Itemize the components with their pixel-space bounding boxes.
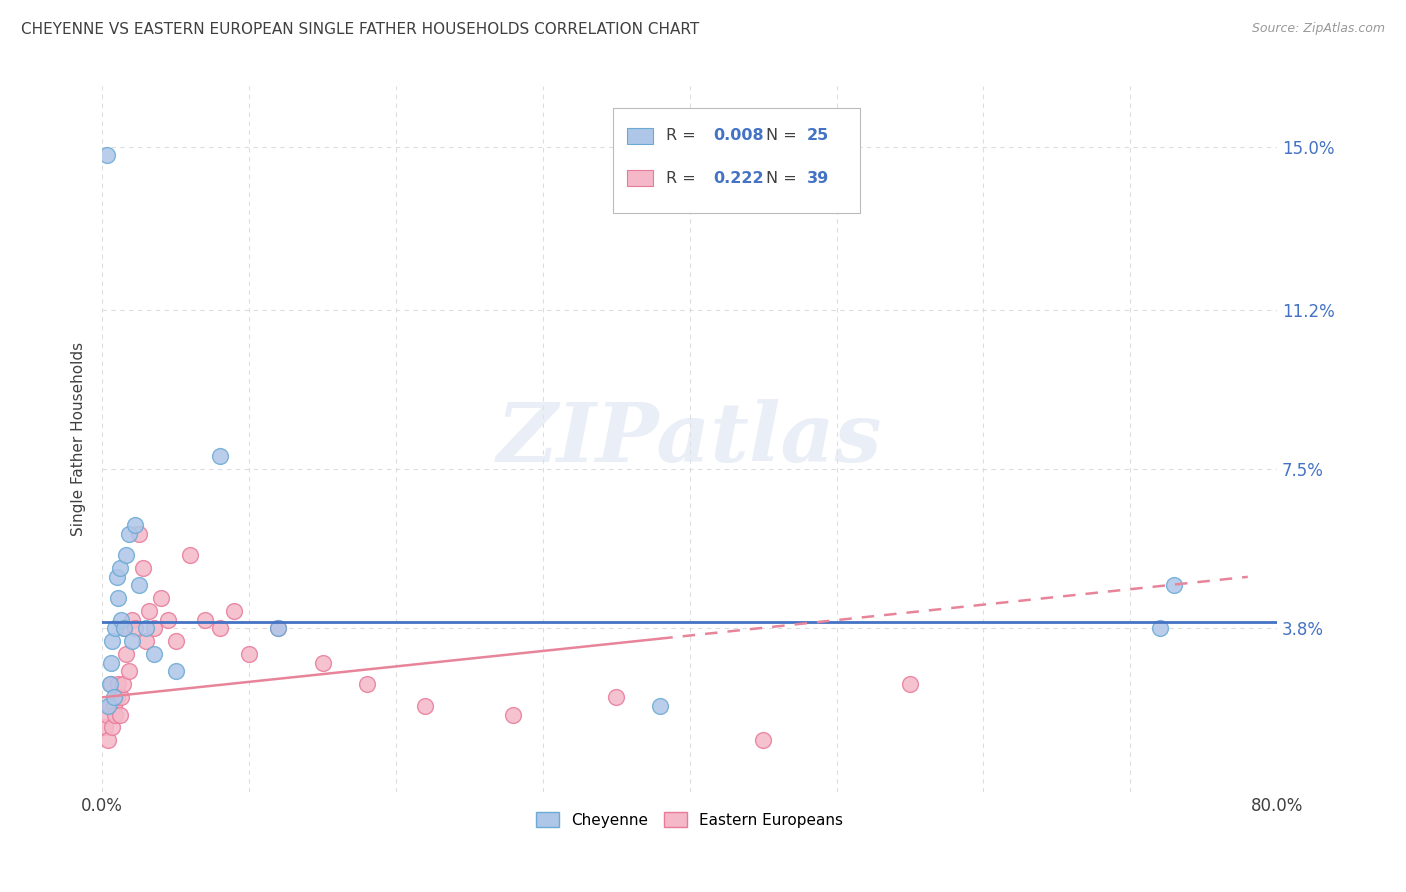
Point [112, 622, 135, 636]
Point [121, 634, 143, 648]
Point [128, 578, 150, 592]
Point [97, 698, 120, 713]
Point [1163, 578, 1185, 592]
Point [117, 665, 139, 679]
Point [356, 677, 378, 691]
Point [132, 561, 155, 575]
Point [111, 677, 134, 691]
Y-axis label: Single Father Households: Single Father Households [72, 343, 86, 536]
Point [114, 549, 136, 563]
Point [142, 648, 165, 662]
Text: CHEYENNE VS EASTERN EUROPEAN SINGLE FATHER HOUSEHOLDS CORRELATION CHART: CHEYENNE VS EASTERN EUROPEAN SINGLE FATH… [21, 22, 699, 37]
Point [124, 518, 146, 533]
Point [100, 656, 122, 670]
Text: ZIPatlas: ZIPatlas [496, 399, 883, 479]
Point [112, 622, 135, 636]
Point [104, 707, 127, 722]
Point [502, 707, 524, 722]
Point [103, 698, 125, 713]
Point [107, 677, 129, 691]
Point [101, 634, 124, 648]
Point [157, 613, 180, 627]
Point [208, 450, 231, 464]
Bar [627, 128, 654, 144]
Point [124, 622, 146, 636]
Point [224, 604, 246, 618]
Text: N =: N = [766, 128, 801, 144]
Point [98, 677, 121, 691]
Text: R =: R = [666, 128, 702, 144]
Point [194, 613, 217, 627]
Point [650, 698, 672, 713]
Bar [627, 170, 654, 186]
Point [1149, 622, 1171, 636]
Text: Source: ZipAtlas.com: Source: ZipAtlas.com [1251, 22, 1385, 36]
Point [149, 591, 172, 606]
FancyBboxPatch shape [613, 108, 860, 213]
Point [898, 677, 921, 691]
Text: 0.222: 0.222 [713, 170, 763, 186]
Point [135, 634, 157, 648]
Point [138, 604, 160, 618]
Point [110, 690, 132, 705]
Point [605, 690, 627, 705]
Point [101, 720, 124, 734]
Point [238, 648, 260, 662]
Point [108, 707, 131, 722]
Text: R =: R = [666, 170, 702, 186]
Point [135, 622, 157, 636]
Text: 0.008: 0.008 [713, 128, 763, 144]
Point [107, 591, 129, 606]
Point [267, 622, 290, 636]
Point [752, 733, 775, 747]
Point [415, 698, 437, 713]
Point [97, 733, 120, 747]
Text: 39: 39 [807, 170, 830, 186]
Point [114, 648, 136, 662]
Text: 25: 25 [807, 128, 830, 144]
Point [104, 622, 127, 636]
Point [96, 707, 118, 722]
Point [105, 690, 128, 705]
Point [179, 549, 201, 563]
Point [165, 665, 187, 679]
Point [100, 677, 122, 691]
Point [117, 526, 139, 541]
Legend: Cheyenne, Eastern Europeans: Cheyenne, Eastern Europeans [530, 805, 849, 834]
Point [103, 690, 125, 705]
Point [96, 148, 118, 162]
Point [208, 622, 231, 636]
Point [98, 698, 121, 713]
Point [108, 561, 131, 575]
Point [311, 656, 333, 670]
Point [110, 613, 132, 627]
Text: N =: N = [766, 170, 801, 186]
Point [142, 622, 165, 636]
Point [128, 526, 150, 541]
Point [121, 613, 143, 627]
Point [267, 622, 290, 636]
Point [94, 720, 117, 734]
Point [105, 570, 128, 584]
Point [165, 634, 187, 648]
